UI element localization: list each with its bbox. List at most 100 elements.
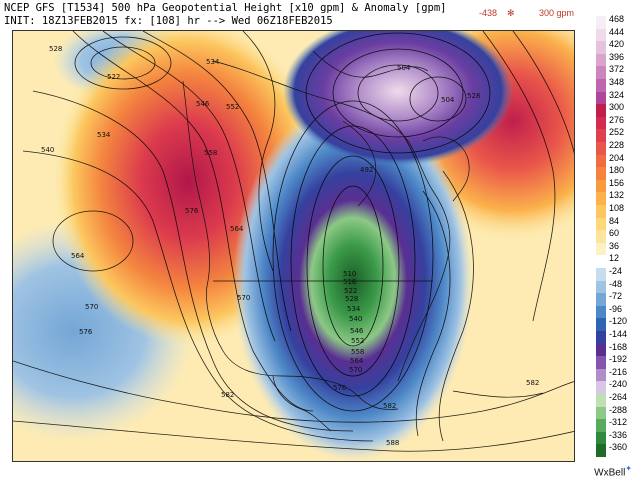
contour-label: 570 xyxy=(349,366,362,374)
legend-entry: 252 xyxy=(596,127,638,143)
legend-label: 300 xyxy=(609,102,625,113)
legend-entry: 300 xyxy=(596,102,638,118)
legend-label: -216 xyxy=(609,366,628,377)
legend-entry: -312 xyxy=(596,417,638,433)
legend-entry: 204 xyxy=(596,153,638,168)
legend-entry: 468 xyxy=(596,14,638,30)
legend-label: 12 xyxy=(609,253,620,264)
legend-entry: 276 xyxy=(596,114,638,130)
legend-entry: 228 xyxy=(596,140,638,156)
contour-label: 492 xyxy=(360,166,373,174)
legend-swatch xyxy=(596,230,606,244)
legend-label: -24 xyxy=(609,266,623,276)
legend-label: 276 xyxy=(609,114,625,125)
legend-entry: -216 xyxy=(596,366,638,382)
credit-label: WxBell xyxy=(594,467,626,478)
contour-label: 540 xyxy=(41,146,54,154)
legend-label: -288 xyxy=(609,404,628,415)
max-anomaly: 300 gpm xyxy=(539,8,575,18)
legend-swatch xyxy=(596,66,606,80)
legend-label: -120 xyxy=(609,316,628,327)
legend-swatch xyxy=(596,255,606,269)
contour-label: 510 xyxy=(343,270,356,278)
contour-label: 528 xyxy=(49,45,62,53)
legend-swatch xyxy=(596,41,606,55)
contour-label: 534 xyxy=(347,305,361,313)
wxbell-credit: WxBell✦ xyxy=(594,464,632,478)
legend-label: 396 xyxy=(609,51,625,62)
legend-label: 348 xyxy=(609,77,625,87)
legend-swatch xyxy=(596,318,606,332)
legend-label: -360 xyxy=(609,442,628,453)
legend-label: 180 xyxy=(609,165,625,176)
legend-swatch xyxy=(596,91,606,105)
legend-entry: 12 xyxy=(596,253,638,269)
contour-label: 522 xyxy=(344,287,357,295)
legend-label: 132 xyxy=(609,190,625,201)
legend-swatch xyxy=(596,167,606,181)
contour-label: 516 xyxy=(343,278,357,286)
legend-entry: 132 xyxy=(596,190,638,206)
contour-label: 552 xyxy=(351,337,364,345)
anomaly-arctic-low xyxy=(283,31,513,166)
contour-label: 576 xyxy=(185,207,199,215)
contour-label: 588 xyxy=(386,439,399,447)
legend-swatch xyxy=(596,368,606,382)
legend-label: 60 xyxy=(609,228,620,239)
legend-swatch xyxy=(596,79,606,93)
legend-swatch xyxy=(596,154,606,168)
wxbell-logo-icon: ✦ xyxy=(625,463,632,473)
legend-label: 468 xyxy=(609,14,625,24)
legend-swatch xyxy=(596,419,606,433)
min-anomaly: -438 xyxy=(479,8,498,18)
legend-swatch xyxy=(596,217,606,231)
legend-swatch xyxy=(596,179,606,193)
contour-label: 504 xyxy=(441,96,455,104)
legend-label: -264 xyxy=(609,392,628,402)
legend-entry: -192 xyxy=(596,354,638,370)
init-line: INIT: 18Z13FEB2015 fx: [108] hr --> Wed … xyxy=(4,15,333,27)
legend-swatch xyxy=(596,242,606,256)
legend-swatch xyxy=(596,16,606,30)
legend-label: 156 xyxy=(609,177,625,188)
legend-entry: 420 xyxy=(596,39,638,55)
contour-label: 540 xyxy=(349,315,362,323)
contour-label: 534 xyxy=(97,131,111,139)
legend-label: 84 xyxy=(609,215,620,226)
contour-label: 564 xyxy=(350,357,364,365)
legend-entry: -336 xyxy=(596,430,638,445)
contour-label: 546 xyxy=(350,327,364,335)
legend-entry: 36 xyxy=(596,240,638,256)
height-contours xyxy=(13,31,574,452)
legend-label: -168 xyxy=(609,341,628,352)
legend-swatch xyxy=(596,53,606,67)
legend-entry: -48 xyxy=(596,279,638,294)
legend-label: 36 xyxy=(609,240,620,251)
legend-swatch xyxy=(596,205,606,219)
legend-label: 420 xyxy=(609,39,625,50)
contour-label: 534 xyxy=(206,58,220,66)
contour-label: 528 xyxy=(467,92,480,100)
legend-swatch xyxy=(596,305,606,319)
contour-label: 558 xyxy=(351,348,364,356)
header-title: NCEP GFS [T1534] 500 hPa Geopotential He… xyxy=(4,2,447,14)
contour-label: 570 xyxy=(85,303,98,311)
legend-entry: -168 xyxy=(596,341,638,357)
contour-label: 528 xyxy=(345,295,358,303)
legend-swatch xyxy=(596,268,606,282)
legend-entry: -72 xyxy=(596,291,638,307)
legend-entry: -360 xyxy=(596,442,638,458)
contour-label: 570 xyxy=(237,294,250,302)
legend-label: -312 xyxy=(609,417,628,428)
legend-entry: 324 xyxy=(596,90,638,105)
legend-label: 372 xyxy=(609,64,625,75)
contour-label: 564 xyxy=(71,252,85,260)
contour-label: 582 xyxy=(383,402,396,410)
contour-label: 576 xyxy=(79,328,93,336)
extrema-separator: ✻ xyxy=(507,8,515,18)
contour-label: 504 xyxy=(397,64,411,72)
legend-entry: -264 xyxy=(596,392,638,408)
legend-swatch xyxy=(596,406,606,420)
legend-entry: -120 xyxy=(596,316,638,332)
coastlines xyxy=(182,50,544,432)
